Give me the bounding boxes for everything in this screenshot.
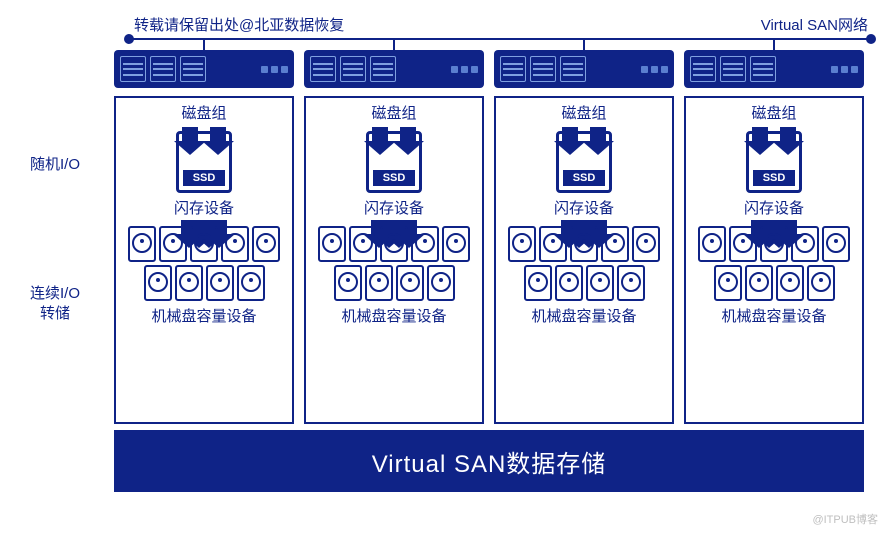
hdd-icon (190, 226, 218, 262)
hdd-icon (159, 226, 187, 262)
hdd-icon (252, 226, 280, 262)
server-icon (114, 50, 294, 88)
server-indicator-lights (451, 66, 478, 73)
hdd-icon (442, 226, 470, 262)
hdd-icon (745, 265, 773, 301)
hdd-icon (760, 226, 788, 262)
server-drive-bay-icon (370, 56, 396, 82)
hdd-icon (411, 226, 439, 262)
server-drive-bay-icon (180, 56, 206, 82)
server-icon (304, 50, 484, 88)
hdd-icon (822, 226, 850, 262)
disk-group-title: 磁盘组 (181, 102, 226, 123)
server-icon (684, 50, 864, 88)
host-column: 磁盘组 SSD 闪存设备机械盘容量设备 (494, 50, 674, 424)
hdd-icon (632, 226, 660, 262)
hdd-icon (221, 226, 249, 262)
network-bus-line (128, 38, 870, 40)
host-column: 磁盘组 SSD 闪存设备机械盘容量设备 (114, 50, 294, 424)
hdd-capacity-label: 机械盘容量设备 (721, 305, 826, 326)
hdd-icon (508, 226, 536, 262)
server-indicator-lights (261, 66, 288, 73)
flash-device-label: 闪存设备 (554, 197, 614, 218)
attribution-text: 转载请保留出处@北亚数据恢复 (134, 14, 344, 35)
disk-group-box: 磁盘组 SSD 闪存设备机械盘容量设备 (684, 96, 864, 424)
server-icon (494, 50, 674, 88)
server-drive-bay-icon (340, 56, 366, 82)
disk-group-box: 磁盘组 SSD 闪存设备机械盘容量设备 (114, 96, 294, 424)
disk-group-title: 磁盘组 (561, 102, 606, 123)
hdd-icon (396, 265, 424, 301)
hdd-icon (128, 226, 156, 262)
hdd-icon (318, 226, 346, 262)
disk-group-box: 磁盘组 SSD 闪存设备机械盘容量设备 (304, 96, 484, 424)
datastore-bar: Virtual SAN数据存储 (114, 430, 864, 492)
hdd-array (508, 226, 660, 301)
server-indicator-lights (831, 66, 858, 73)
server-drive-bay-icon (500, 56, 526, 82)
hdd-icon (698, 226, 726, 262)
hdd-icon (714, 265, 742, 301)
hdd-capacity-label: 机械盘容量设备 (151, 305, 256, 326)
hdd-icon (524, 265, 552, 301)
diagram-canvas: 转载请保留出处@北亚数据恢复 Virtual SAN网络 随机I/O 连续I/O… (0, 0, 890, 533)
watermark-text: @ITPUB博客 (812, 511, 878, 527)
hdd-icon (586, 265, 614, 301)
flash-device-label: 闪存设备 (744, 197, 804, 218)
disk-group-box: 磁盘组 SSD 闪存设备机械盘容量设备 (494, 96, 674, 424)
ssd-label: SSD (373, 170, 415, 186)
hdd-icon (555, 265, 583, 301)
hdd-icon (539, 226, 567, 262)
server-drive-bay-icon (310, 56, 336, 82)
host-columns: 磁盘组SSD闪存设备机械盘容量设备磁盘组SSD闪存设备机械盘容量设备磁盘组SSD… (114, 50, 874, 424)
server-drive-bay-icon (560, 56, 586, 82)
hdd-array (698, 226, 850, 301)
server-drive-bay-icon (150, 56, 176, 82)
ssd-label: SSD (753, 170, 795, 186)
hdd-capacity-label: 机械盘容量设备 (531, 305, 636, 326)
server-drive-bay-icon (530, 56, 556, 82)
hdd-capacity-label: 机械盘容量设备 (341, 305, 446, 326)
hdd-icon (175, 265, 203, 301)
hdd-icon (349, 226, 377, 262)
random-io-label: 随机I/O (30, 155, 80, 175)
hdd-icon (380, 226, 408, 262)
sequential-io-label-l1: 连续I/O (30, 285, 80, 302)
hdd-icon (144, 265, 172, 301)
network-endpoint-right (866, 34, 876, 44)
hdd-icon (237, 265, 265, 301)
hdd-array (318, 226, 470, 301)
disk-group-title: 磁盘组 (371, 102, 416, 123)
hdd-icon (729, 226, 757, 262)
hdd-icon (601, 226, 629, 262)
hdd-icon (570, 226, 598, 262)
flash-device-label: 闪存设备 (364, 197, 424, 218)
network-endpoint-left (124, 34, 134, 44)
disk-group-title: 磁盘组 (751, 102, 796, 123)
server-drive-bay-icon (120, 56, 146, 82)
hdd-icon (365, 265, 393, 301)
hdd-icon (776, 265, 804, 301)
flash-device-label: 闪存设备 (174, 197, 234, 218)
sequential-io-label: 连续I/O 转储 (30, 284, 80, 323)
hdd-array (128, 226, 280, 301)
sequential-io-label-l2: 转储 (40, 305, 70, 322)
server-drive-bay-icon (690, 56, 716, 82)
server-drive-bay-icon (720, 56, 746, 82)
server-indicator-lights (641, 66, 668, 73)
host-column: 磁盘组 SSD 闪存设备机械盘容量设备 (304, 50, 484, 424)
server-drive-bay-icon (750, 56, 776, 82)
ssd-label: SSD (563, 170, 605, 186)
hdd-icon (617, 265, 645, 301)
hdd-icon (427, 265, 455, 301)
host-column: 磁盘组 SSD 闪存设备机械盘容量设备 (684, 50, 864, 424)
hdd-icon (334, 265, 362, 301)
ssd-label: SSD (183, 170, 225, 186)
hdd-icon (791, 226, 819, 262)
hdd-icon (807, 265, 835, 301)
network-label: Virtual SAN网络 (761, 14, 868, 35)
hdd-icon (206, 265, 234, 301)
